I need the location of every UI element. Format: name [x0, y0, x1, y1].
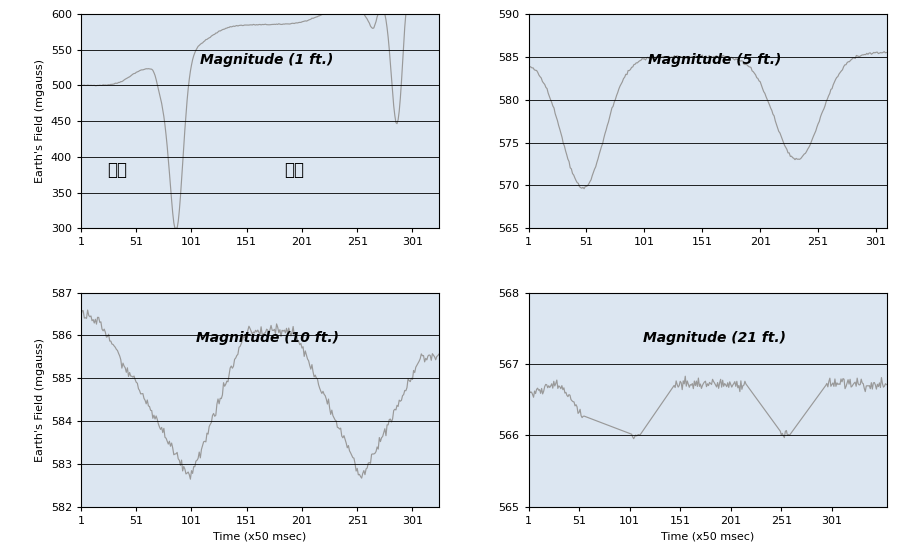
Text: 前进: 前进	[107, 161, 128, 179]
Text: Magnitude (10 ft.): Magnitude (10 ft.)	[195, 331, 338, 345]
Y-axis label: Earth's Field (mgauss): Earth's Field (mgauss)	[35, 338, 45, 461]
Text: 后退: 后退	[284, 161, 304, 179]
Y-axis label: Earth's Field (mgauss): Earth's Field (mgauss)	[35, 59, 45, 183]
X-axis label: Time (x50 msec): Time (x50 msec)	[661, 531, 754, 542]
Text: Magnitude (21 ft.): Magnitude (21 ft.)	[644, 331, 787, 345]
X-axis label: Time (x50 msec): Time (x50 msec)	[213, 531, 307, 542]
Text: Magnitude (1 ft.): Magnitude (1 ft.)	[201, 53, 334, 67]
Text: Magnitude (5 ft.): Magnitude (5 ft.)	[648, 53, 781, 67]
